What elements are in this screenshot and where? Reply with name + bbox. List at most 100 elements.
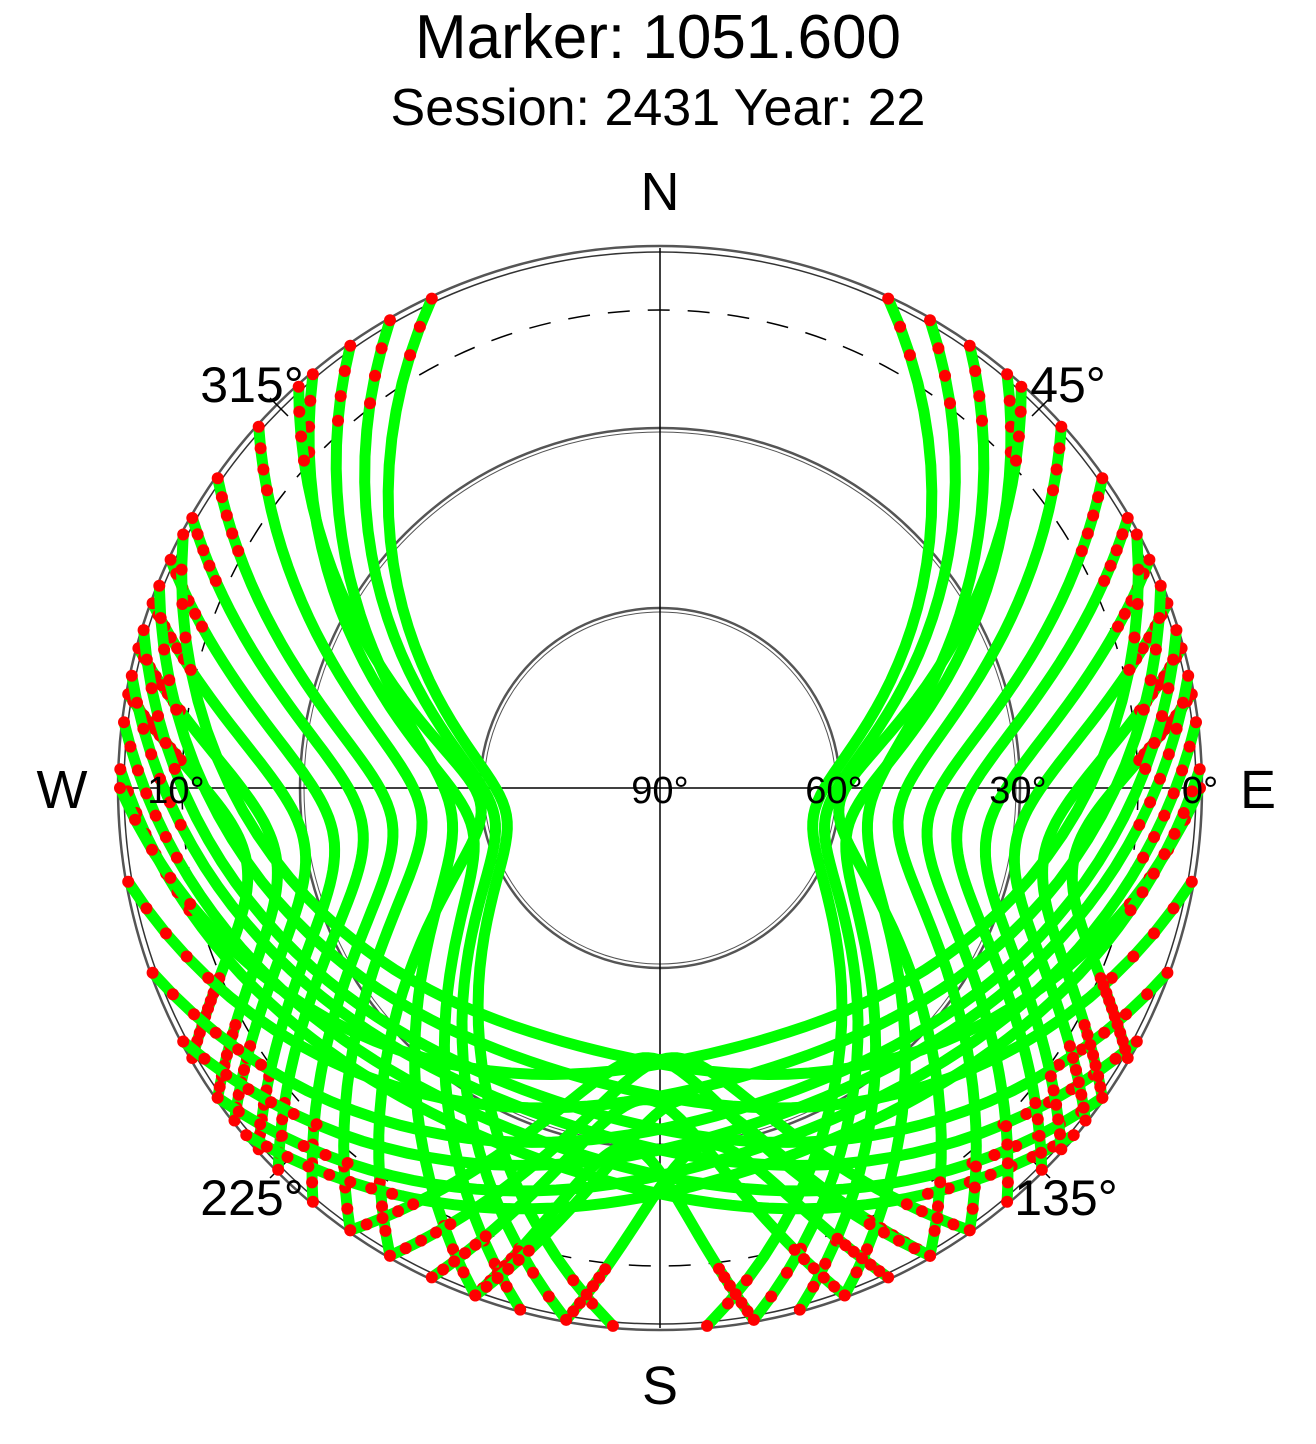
low-elevation-point [213,1080,226,1093]
low-elevation-point [892,1234,905,1247]
low-elevation-point [1137,851,1150,864]
low-elevation-point [931,1212,944,1224]
low-elevation-point [1075,1088,1088,1101]
low-elevation-point [177,528,190,541]
low-elevation-point [341,1202,354,1215]
low-elevation-point [747,1313,760,1326]
low-elevation-point [469,1238,482,1251]
low-elevation-point [124,740,137,753]
low-elevation-point [265,1096,277,1109]
low-elevation-point [425,292,438,305]
low-elevation-point [939,369,951,382]
cardinal-east: E [1240,760,1276,820]
low-elevation-point [364,397,376,410]
low-elevation-point [828,1280,841,1293]
low-elevation-point [184,663,197,676]
satellite-track-32 [147,624,1182,1148]
low-elevation-point [186,512,199,524]
low-elevation-point [240,1129,253,1142]
low-elevation-point [856,1252,868,1265]
low-elevation-point [287,1108,300,1120]
low-elevation-point [988,1149,1001,1161]
low-elevation-point [344,339,357,352]
satellite-track-41 [384,1052,976,1262]
low-elevation-point [1078,1019,1091,1031]
low-elevation-point [850,1266,863,1279]
low-elevation-point [1084,1038,1097,1051]
low-elevation-point [407,1198,420,1211]
satellite-track-30 [114,529,1144,1081]
low-elevation-point [798,1253,810,1266]
low-elevation-point [122,875,135,888]
satellite-track-18 [839,340,990,1301]
low-elevation-point [306,368,319,381]
low-elevation-point [1055,420,1068,433]
low-elevation-point [1177,807,1190,819]
low-elevation-point [963,339,976,352]
low-elevation-point [1105,971,1118,984]
low-elevation-point [257,463,270,476]
low-elevation-point [878,1226,890,1239]
low-elevation-point [1096,1091,1109,1104]
low-elevation-point [304,394,317,407]
low-elevation-point [232,1105,245,1118]
low-elevation-point [1110,544,1123,557]
low-elevation-point [969,365,982,377]
low-elevation-point [847,1245,860,1258]
low-elevation-point [159,831,172,843]
low-elevation-point [114,782,126,794]
low-elevation-point [425,1271,438,1284]
low-elevation-point [586,1297,599,1310]
low-elevation-point [512,1253,525,1266]
low-elevation-point [238,1064,250,1076]
low-elevation-point [1131,598,1144,610]
low-elevation-point [574,1297,586,1309]
low-elevation-point [1167,653,1180,666]
low-elevation-point [723,1279,736,1292]
low-elevation-point [1092,491,1105,504]
low-elevation-point [145,748,158,761]
low-elevation-point [838,1289,851,1302]
low-elevation-point [1087,509,1100,522]
low-elevation-point [448,1255,461,1268]
low-elevation-point [384,314,396,327]
low-elevation-point [1070,1064,1082,1076]
low-elevation-point [1162,748,1175,761]
low-elevation-point [1072,1076,1085,1089]
low-elevation-point [1096,472,1109,485]
low-elevation-point [125,669,138,682]
low-elevation-point [1092,1070,1105,1083]
low-elevation-point [344,1176,357,1188]
low-elevation-point [254,442,267,455]
low-elevation-point [817,1271,830,1284]
elevation-label-90: 90° [631,770,688,812]
low-elevation-point [839,1239,852,1252]
low-elevation-point [297,1140,310,1152]
low-elevation-point [1033,1129,1046,1142]
low-elevation-point [154,612,167,624]
low-elevation-point [1050,1098,1063,1111]
low-elevation-point [158,643,171,656]
elevation-label-60: 60° [805,770,862,812]
low-elevation-point [479,1230,492,1243]
low-elevation-point [399,1242,412,1255]
low-elevation-point [220,1049,233,1062]
low-elevation-point [365,1182,378,1195]
low-elevation-point [242,1083,255,1096]
low-elevation-point [149,809,162,822]
low-elevation-point [1139,762,1152,775]
low-elevation-point [153,579,166,592]
low-elevation-point [198,1052,211,1065]
low-elevation-point [174,818,187,831]
low-elevation-point [202,971,215,984]
low-elevation-point [211,472,224,485]
low-elevation-point [882,292,895,305]
low-elevation-point [567,1274,580,1287]
low-elevation-point [864,1258,877,1271]
low-elevation-point [180,950,193,963]
low-elevation-point [934,1176,947,1189]
low-elevation-point [338,365,351,377]
low-elevation-point [275,1129,288,1142]
low-elevation-point [1112,620,1124,633]
low-elevation-point [171,642,184,655]
